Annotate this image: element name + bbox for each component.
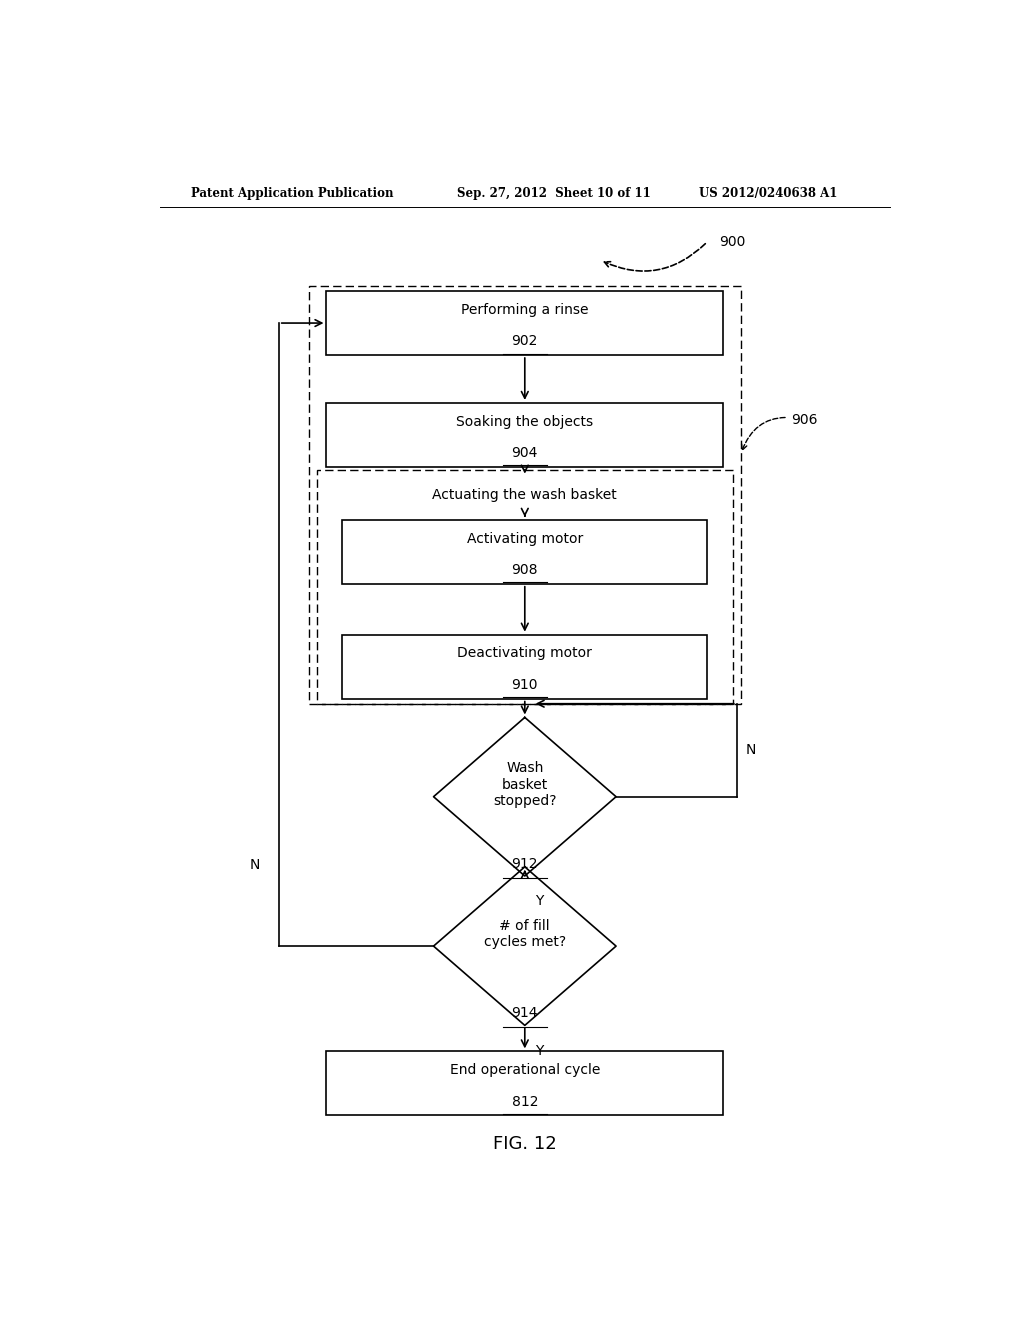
Text: N: N (250, 858, 260, 871)
Text: FIG. 12: FIG. 12 (493, 1135, 557, 1154)
Polygon shape (433, 718, 616, 876)
Text: 914: 914 (512, 1006, 538, 1020)
Text: Patent Application Publication: Patent Application Publication (191, 187, 394, 201)
Text: Soaking the objects: Soaking the objects (457, 414, 593, 429)
Text: 902: 902 (512, 334, 538, 348)
Text: N: N (745, 743, 756, 758)
Text: 812: 812 (512, 1094, 538, 1109)
FancyBboxPatch shape (342, 635, 708, 698)
Text: # of fill
cycles met?: # of fill cycles met? (483, 919, 566, 949)
Text: US 2012/0240638 A1: US 2012/0240638 A1 (699, 187, 838, 201)
Text: Activating motor: Activating motor (467, 532, 583, 545)
Text: Deactivating motor: Deactivating motor (458, 647, 592, 660)
Text: 904: 904 (512, 446, 538, 461)
Text: 910: 910 (512, 678, 538, 692)
FancyBboxPatch shape (342, 520, 708, 583)
Text: Actuating the wash basket: Actuating the wash basket (432, 488, 617, 502)
FancyBboxPatch shape (327, 290, 723, 355)
Text: Y: Y (535, 1044, 544, 1057)
Text: Wash
basket
stopped?: Wash basket stopped? (493, 762, 557, 808)
Polygon shape (433, 867, 616, 1026)
Text: Y: Y (535, 895, 544, 908)
FancyBboxPatch shape (327, 1051, 723, 1115)
Text: End operational cycle: End operational cycle (450, 1063, 600, 1077)
Text: 908: 908 (512, 564, 538, 577)
Text: Performing a rinse: Performing a rinse (461, 302, 589, 317)
Text: 912: 912 (512, 857, 538, 871)
Text: 906: 906 (741, 413, 817, 450)
Text: 900: 900 (719, 235, 745, 248)
FancyBboxPatch shape (327, 403, 723, 467)
Text: Sep. 27, 2012  Sheet 10 of 11: Sep. 27, 2012 Sheet 10 of 11 (458, 187, 651, 201)
